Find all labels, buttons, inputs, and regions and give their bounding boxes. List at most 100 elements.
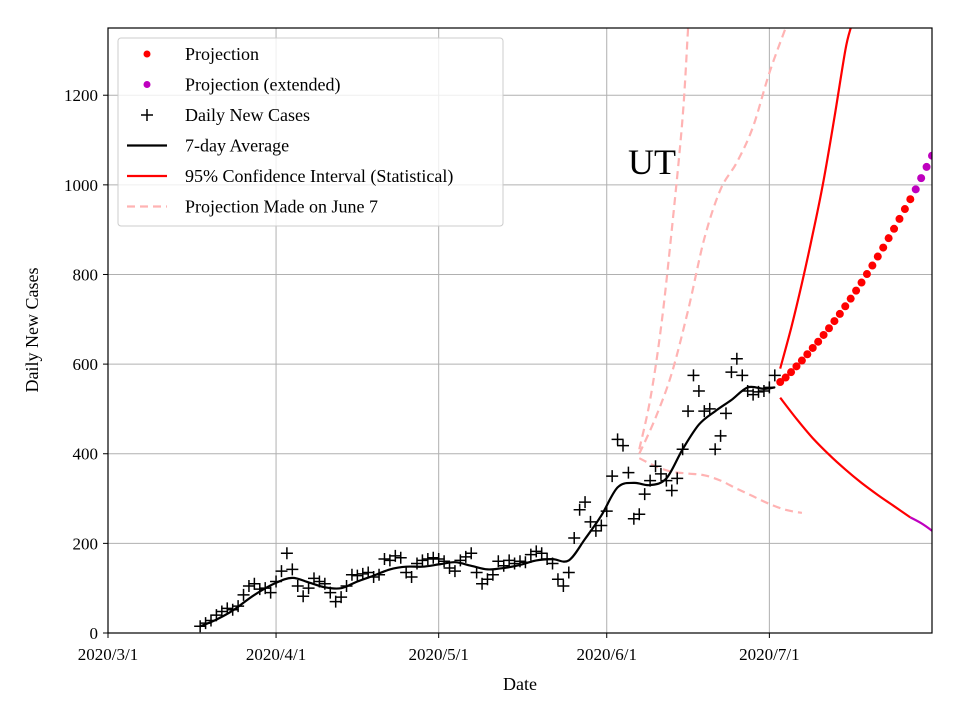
daily-case-point <box>606 470 619 483</box>
axes: 2020/3/1 2020/4/1 2020/5/1 2020/6/1 2020/7/1… <box>64 86 800 664</box>
projection-point <box>792 362 801 371</box>
legend-item: 7-day Average <box>127 136 289 156</box>
x-tick-label: 2020/5/1 <box>408 645 468 664</box>
projection-point <box>852 286 861 295</box>
x-tick-label: 2020/6/1 <box>577 645 637 664</box>
daily-case-point <box>644 474 657 487</box>
daily-case-point <box>595 519 608 532</box>
daily-case-point <box>221 602 234 615</box>
daily-case-point <box>389 549 402 562</box>
daily-case-point <box>649 460 662 473</box>
chart-annotation: UT <box>628 142 676 182</box>
daily-case-point <box>736 369 749 382</box>
legend-label: Projection (extended) <box>185 75 340 96</box>
y-tick-label: 200 <box>73 534 99 553</box>
daily-case-point <box>302 582 315 595</box>
daily-case-point <box>579 496 592 509</box>
daily-case-point <box>394 551 407 564</box>
legend-item: Daily New Cases <box>141 105 310 125</box>
daily-case-point <box>665 484 678 497</box>
daily-case-point <box>633 508 646 521</box>
legend-label: Projection Made on June 7 <box>185 197 378 217</box>
daily-case-point <box>519 556 532 569</box>
projection-point <box>825 324 833 333</box>
projection-point <box>841 302 850 311</box>
daily-case-point <box>264 586 277 599</box>
daily-case-point <box>682 405 695 418</box>
legend-item: Projection (extended) <box>143 75 340 96</box>
daily-case-point <box>356 567 369 580</box>
daily-case-point <box>557 579 570 592</box>
projection-point <box>884 234 893 243</box>
projection-point <box>868 261 877 270</box>
projection-point <box>895 214 904 223</box>
daily-case-point <box>763 381 776 394</box>
ci-lower-line <box>779 397 911 519</box>
daily-case-point <box>725 366 738 379</box>
projection-point <box>787 368 796 377</box>
daily-case-point <box>280 547 293 560</box>
daily-case-point <box>448 565 461 578</box>
daily-case-point <box>617 439 629 452</box>
daily-case-point <box>205 614 217 627</box>
daily-case-point <box>313 575 326 588</box>
projection-point <box>879 243 888 252</box>
ci-lower-extended-line <box>909 516 932 533</box>
legend-label: 7-day Average <box>185 136 289 156</box>
daily-case-point <box>416 554 429 567</box>
y-tick-label: 1000 <box>64 176 98 195</box>
daily-case-point <box>676 443 689 456</box>
daily-case-point <box>747 388 760 401</box>
projection-extended-point <box>928 151 932 160</box>
daily-case-point <box>438 555 451 568</box>
daily-case-point <box>427 551 440 564</box>
projection-point <box>803 350 812 359</box>
data-layer <box>194 28 932 633</box>
daily-case-point <box>421 553 434 566</box>
daily-case-point <box>340 579 353 592</box>
y-tick-label: 800 <box>73 265 99 284</box>
daily-case-point <box>378 553 391 566</box>
seven-day-average-line <box>199 385 775 628</box>
legend-label: Daily New Cases <box>185 105 310 125</box>
legend-item: Projection Made on June 7 <box>127 197 378 217</box>
daily-case-point <box>752 385 765 398</box>
daily-case-point <box>242 579 255 592</box>
daily-case-point <box>524 548 537 561</box>
daily-case-point <box>687 369 700 382</box>
projection-point <box>814 337 823 346</box>
daily-case-point <box>589 524 602 537</box>
projection-point <box>846 294 855 303</box>
legend-box <box>117 37 504 227</box>
daily-case-point <box>584 515 597 528</box>
daily-case-point <box>367 570 380 583</box>
daily-case-point <box>324 586 337 599</box>
daily-case-point <box>573 503 586 516</box>
daily-case-point <box>411 557 423 570</box>
daily-case-point <box>405 570 418 583</box>
legend-item: 95% Confidence Interval (Statistical) <box>127 166 453 187</box>
x-tick-label: 2020/3/1 <box>78 645 138 664</box>
daily-case-point <box>232 600 245 613</box>
daily-case-point <box>503 554 516 567</box>
projection-point <box>857 278 866 287</box>
daily-case-point <box>215 605 228 618</box>
daily-case-point <box>432 553 445 566</box>
daily-case-point <box>248 577 261 590</box>
legend-plus-marker <box>141 109 153 121</box>
daily-case-point <box>730 352 743 365</box>
legend-label: Projection <box>185 44 259 64</box>
daily-case-point <box>698 405 711 418</box>
x-axis-label: Date <box>503 674 537 694</box>
daily-case-point <box>611 433 624 446</box>
daily-case-point <box>443 562 456 575</box>
daily-case-point <box>660 474 673 487</box>
legend-label: 95% Confidence Interval (Statistical) <box>185 166 453 187</box>
daily-case-point <box>654 467 667 480</box>
daily-case-point <box>671 472 684 485</box>
projection-point <box>830 317 839 326</box>
daily-case-point <box>465 547 478 560</box>
daily-case-point <box>373 568 386 581</box>
y-tick-label: 1200 <box>64 86 98 105</box>
